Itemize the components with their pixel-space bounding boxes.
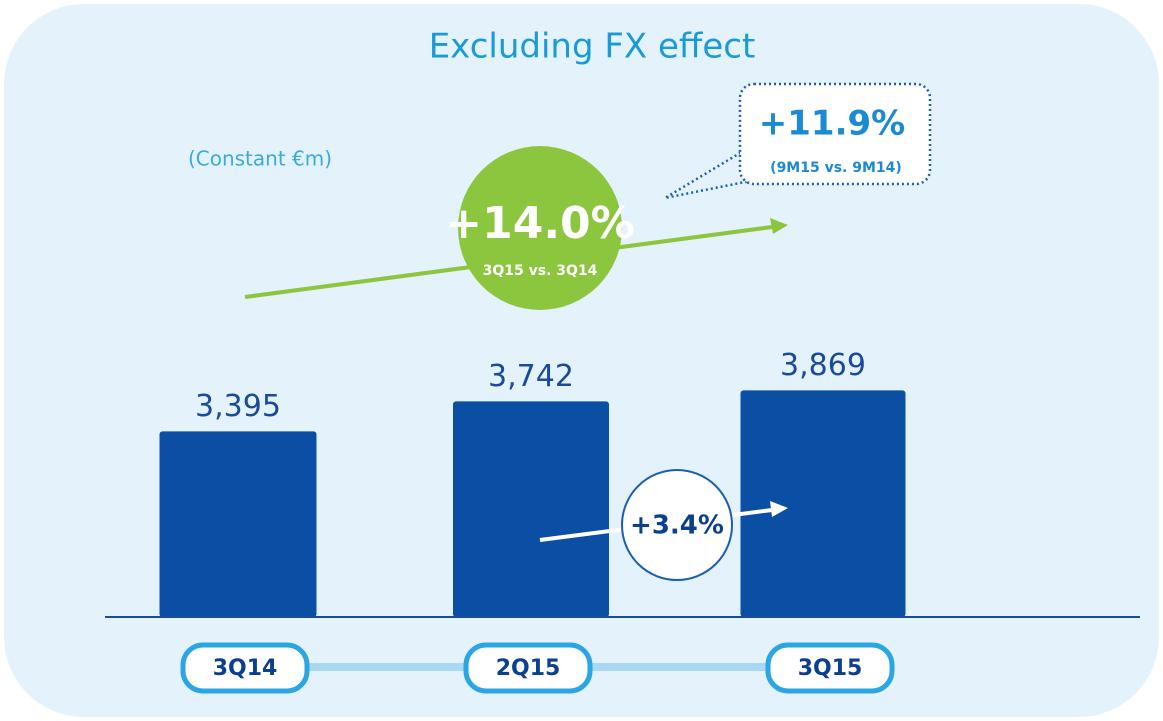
chart-subtitle: (Constant €m): [188, 147, 332, 171]
arrow-head: [770, 218, 788, 234]
chart-title: Excluding FX effect: [429, 27, 756, 67]
x-tick-label: 3Q15: [798, 656, 863, 681]
value-label: 3,869: [780, 348, 866, 383]
x-tick-label: 2Q15: [496, 656, 561, 681]
bar: [159, 431, 317, 617]
category-pill: [463, 642, 593, 694]
callout-value: +11.9%: [759, 104, 905, 144]
x-tick-label: 3Q14: [213, 656, 278, 681]
growth-note: 3Q15 vs. 3Q14: [483, 263, 598, 279]
callout-note: (9M15 vs. 9M14): [770, 160, 902, 176]
growth-value: +14.0%: [445, 198, 635, 249]
arrow-head: [770, 501, 788, 517]
category-pill: [765, 642, 895, 694]
growth-bubble: [458, 146, 622, 310]
value-label: 3,742: [488, 359, 574, 394]
callout-tail: [664, 148, 756, 200]
bar: [740, 390, 906, 617]
qoq-value: +3.4%: [630, 511, 724, 541]
qoq-bubble: [621, 469, 733, 581]
callout-box: [738, 82, 932, 186]
category-pill: [180, 642, 310, 694]
value-label: 3,395: [195, 389, 281, 424]
bar: [453, 401, 609, 617]
